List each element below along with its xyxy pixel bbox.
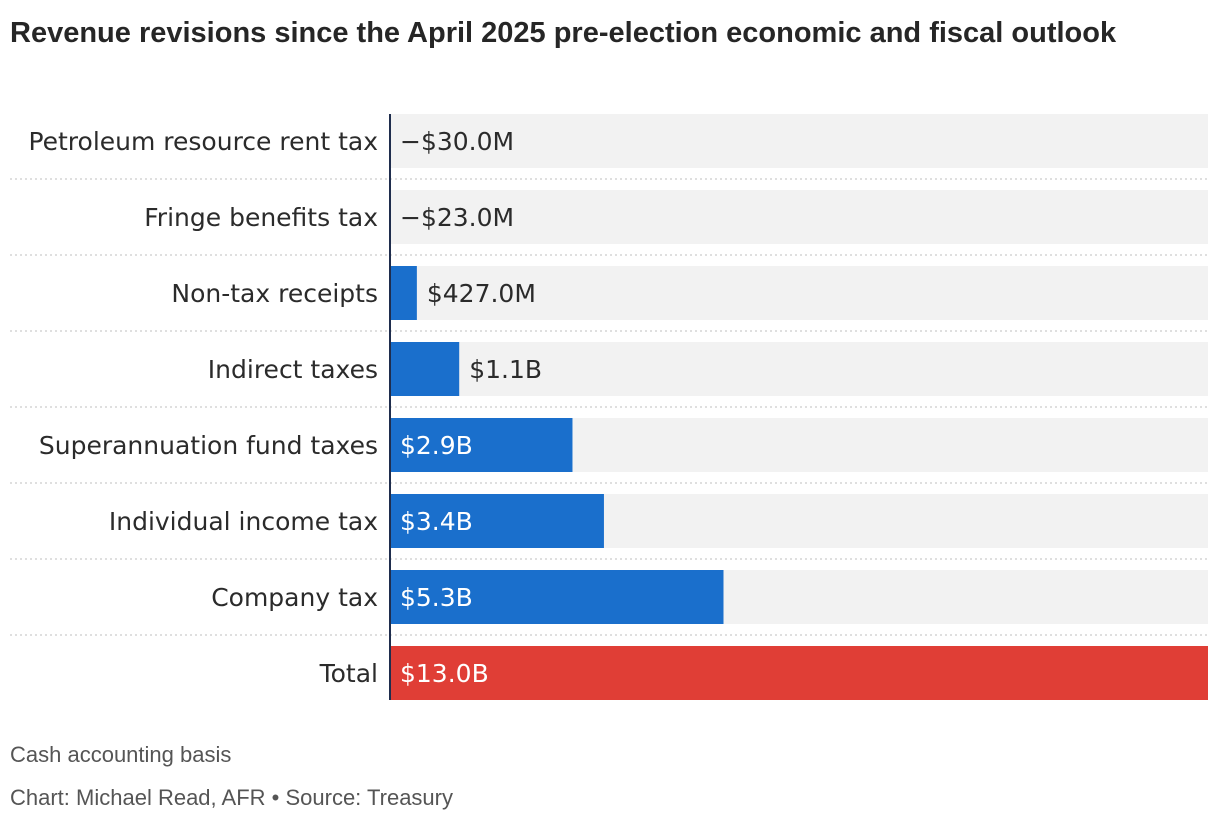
value-label: −$23.0M bbox=[400, 203, 514, 232]
value-label: $2.9B bbox=[400, 431, 473, 460]
value-label: $3.4B bbox=[400, 507, 473, 536]
category-label: Superannuation fund taxes bbox=[39, 431, 378, 460]
category-label: Indirect taxes bbox=[208, 355, 378, 384]
bar bbox=[390, 570, 724, 624]
bar bbox=[390, 266, 417, 320]
value-label: $13.0B bbox=[400, 659, 489, 688]
bar-track bbox=[390, 114, 1208, 168]
chart-credit: Chart: Michael Read, AFR • Source: Treas… bbox=[10, 785, 453, 810]
category-label: Non-tax receipts bbox=[171, 279, 378, 308]
chart-note: Cash accounting basis bbox=[10, 742, 232, 767]
bar-rows: Petroleum resource rent tax −$30.0M Fringe… bbox=[10, 114, 1208, 700]
chart-title: Revenue revisions since the April 2025 p… bbox=[10, 17, 1117, 49]
category-label: Fringe benefits tax bbox=[144, 203, 378, 232]
value-label: $427.0M bbox=[427, 279, 536, 308]
bar-track bbox=[390, 266, 1208, 320]
value-label: $5.3B bbox=[400, 583, 473, 612]
bar-track bbox=[390, 342, 1208, 396]
value-label: −$30.0M bbox=[400, 127, 514, 156]
bar bbox=[390, 342, 460, 396]
category-label: Total bbox=[319, 659, 378, 688]
value-label: $1.1B bbox=[469, 355, 542, 384]
bar-chart: Petroleum resource rent tax −$30.0M Fringe… bbox=[10, 114, 1208, 700]
category-label: Individual income tax bbox=[109, 507, 378, 536]
bar bbox=[390, 494, 604, 548]
bar-track bbox=[390, 190, 1208, 244]
category-label: Company tax bbox=[211, 583, 378, 612]
category-label: Petroleum resource rent tax bbox=[28, 127, 378, 156]
total-bar bbox=[390, 646, 1208, 700]
bar bbox=[390, 418, 573, 472]
